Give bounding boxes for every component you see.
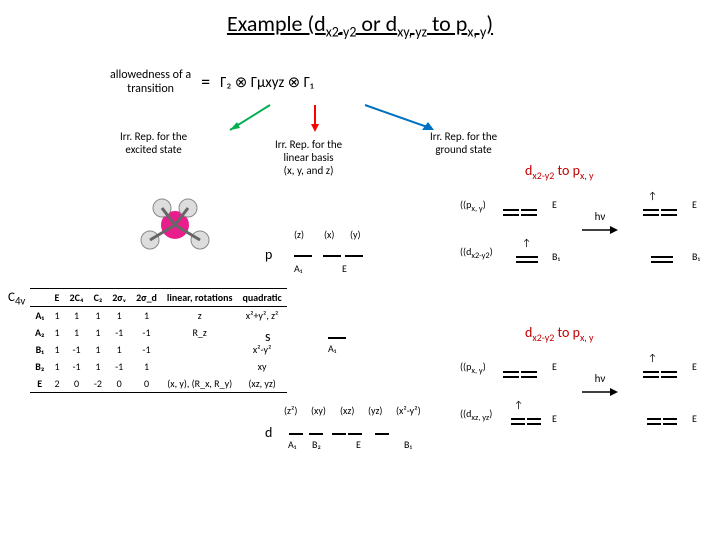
arrow-blue (360, 100, 440, 135)
s-a1: A₁ (328, 342, 336, 355)
page-title: Example (dx2-y2 or dxy, yz to px, y) (0, 10, 720, 40)
d-e-lbl: E (356, 438, 361, 451)
d-b1-lbl: B₁ (404, 438, 412, 451)
d-label: d (265, 424, 272, 441)
p-a1: A₁ (294, 262, 302, 275)
d-yz: (yz) (368, 404, 382, 417)
p-levels (292, 246, 365, 265)
d-b2-lbl: B₂ (312, 438, 321, 451)
y-label: (y) (350, 228, 361, 241)
trans1-title: dx2-y2 to px, y (525, 162, 594, 182)
gamma-equation: Γ₂ ⊗ Γμxyz ⊗ Γ₁ (220, 73, 313, 92)
arrow-red (300, 100, 330, 135)
d-levels (288, 424, 390, 443)
d-x2y2: (x²-y²) (396, 404, 421, 417)
p-label: p (265, 246, 272, 263)
hv1: hν (580, 210, 620, 242)
d-xy: (xy) (311, 404, 326, 417)
hv2: hν (580, 372, 620, 404)
molecule-icon (130, 180, 220, 260)
c4v-label: C4v (8, 290, 25, 308)
d-z2: (z²) (284, 404, 297, 417)
lbl-ground: Irr. Rep. for theground state (430, 130, 497, 156)
arrow-green (225, 100, 275, 135)
character-table: E2C₄C₂2σᵥ2σ_dlinear, rotationsquadratic … (30, 288, 287, 393)
lbl-excited: Irr. Rep. for theexcited state (120, 130, 187, 156)
d-a1-lbl: A₁ (288, 438, 296, 451)
z-label: (z) (294, 228, 304, 241)
allowedness-label: allowedness of atransition (110, 68, 191, 97)
lbl-linear: Irr. Rep. for thelinear basis(x, y, and … (275, 138, 342, 178)
s-label: s (265, 328, 270, 345)
d-xz: (xz) (340, 404, 354, 417)
p-e: E (342, 262, 347, 275)
trans2-title: dx2-y2 to px, y (525, 324, 594, 344)
equals-sign: = (201, 71, 210, 93)
allowedness-row: allowedness of atransition = Γ₂ ⊗ Γμxyz … (110, 68, 314, 97)
x-label: (x) (324, 228, 334, 241)
